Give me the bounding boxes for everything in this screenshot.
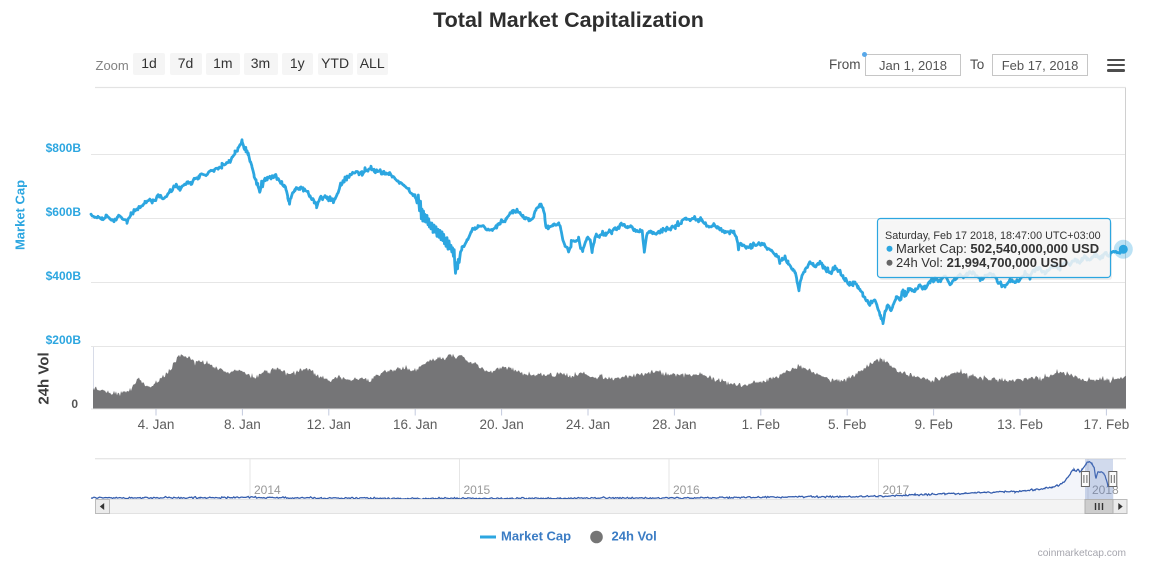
svg-text:$800B: $800B [46, 141, 82, 155]
svg-text:20. Jan: 20. Jan [479, 417, 523, 432]
svg-text:28. Jan: 28. Jan [652, 417, 696, 432]
svg-text:coinmarketcap.com: coinmarketcap.com [1038, 548, 1126, 559]
svg-text:24h Vol: 24h Vol [36, 352, 53, 404]
svg-text:$600B: $600B [46, 205, 82, 219]
svg-text:2014: 2014 [254, 483, 281, 497]
svg-text:1. Feb: 1. Feb [742, 417, 780, 432]
svg-text:Saturday, Feb 17 2018, 18:47:0: Saturday, Feb 17 2018, 18:47:00 UTC+03:0… [885, 230, 1101, 242]
svg-text:2017: 2017 [883, 483, 910, 497]
svg-text:16. Jan: 16. Jan [393, 417, 437, 432]
svg-text:2015: 2015 [464, 483, 491, 497]
svg-text:$400B: $400B [46, 269, 82, 283]
svg-text:8. Jan: 8. Jan [224, 417, 261, 432]
svg-text:24h Vol: 24h Vol [612, 529, 657, 544]
svg-text:24h Vol: 21,994,700,000 USD: 24h Vol: 21,994,700,000 USD [896, 255, 1068, 270]
svg-text:4. Jan: 4. Jan [138, 417, 175, 432]
svg-text:24. Jan: 24. Jan [566, 417, 610, 432]
svg-text:0: 0 [71, 397, 78, 411]
svg-text:Market Cap: Market Cap [13, 180, 28, 250]
svg-text:2016: 2016 [673, 483, 700, 497]
svg-text:12. Jan: 12. Jan [307, 417, 351, 432]
svg-text:Market Cap: Market Cap [501, 529, 571, 544]
svg-text:$200B: $200B [46, 333, 82, 347]
svg-text:9. Feb: 9. Feb [914, 417, 952, 432]
svg-text:17. Feb: 17. Feb [1084, 417, 1130, 432]
svg-text:Market Cap: 502,540,000,000 US: Market Cap: 502,540,000,000 USD [896, 241, 1099, 256]
svg-text:13. Feb: 13. Feb [997, 417, 1043, 432]
svg-text:5. Feb: 5. Feb [828, 417, 866, 432]
